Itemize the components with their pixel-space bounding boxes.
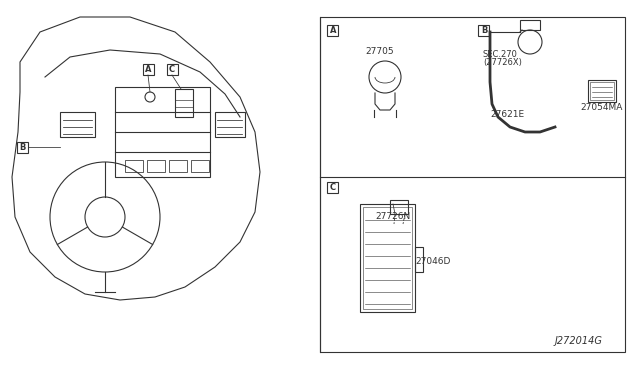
FancyBboxPatch shape <box>143 64 154 74</box>
Text: SEC.270: SEC.270 <box>483 50 518 59</box>
Text: 27705: 27705 <box>365 47 394 56</box>
Text: 27621E: 27621E <box>490 110 524 119</box>
Bar <box>390 200 408 214</box>
Bar <box>147 160 165 172</box>
Text: 27046D: 27046D <box>415 257 451 266</box>
FancyBboxPatch shape <box>17 141 28 153</box>
FancyBboxPatch shape <box>328 182 339 192</box>
Bar <box>60 112 95 137</box>
Bar <box>590 82 614 100</box>
Bar <box>191 160 209 172</box>
Text: J272014G: J272014G <box>555 336 603 346</box>
Bar <box>520 20 540 30</box>
Bar <box>415 247 423 272</box>
Bar <box>215 112 245 137</box>
Text: 27726N: 27726N <box>375 212 410 221</box>
Text: C: C <box>330 183 336 192</box>
Bar <box>125 160 143 172</box>
FancyBboxPatch shape <box>328 25 339 35</box>
FancyBboxPatch shape <box>479 25 490 35</box>
Text: B: B <box>19 142 25 151</box>
Text: B: B <box>481 26 487 35</box>
Bar <box>169 160 187 172</box>
Text: A: A <box>330 26 336 35</box>
Text: C: C <box>169 64 175 74</box>
Text: A: A <box>145 64 151 74</box>
Bar <box>175 89 193 117</box>
Bar <box>363 207 412 309</box>
Bar <box>115 87 210 177</box>
Text: (27726X): (27726X) <box>483 58 522 67</box>
FancyBboxPatch shape <box>166 64 177 74</box>
PathPatch shape <box>12 17 260 300</box>
Text: 27054MA: 27054MA <box>580 103 622 112</box>
Bar <box>320 17 625 352</box>
Bar <box>360 204 415 312</box>
Bar <box>588 80 616 102</box>
